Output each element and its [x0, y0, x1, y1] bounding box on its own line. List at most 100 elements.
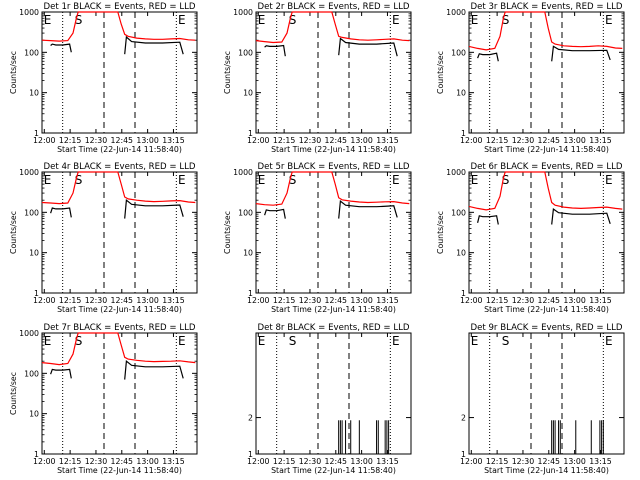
marker-s: S: [75, 173, 83, 187]
events-black-segment: [50, 43, 72, 53]
x-tick-label: 13:00: [136, 136, 159, 145]
x-tick-label: 13:00: [350, 457, 373, 466]
marker-e: E: [44, 334, 52, 348]
chart-title: Det 8r BLACK = Events, RED = LLD: [257, 323, 409, 333]
y-tick-label: 100: [238, 48, 253, 57]
x-tick-label: 12:15: [273, 457, 296, 466]
x-tick-label: 12:00: [247, 136, 270, 145]
x-tick-label: 12:00: [460, 296, 483, 305]
events-black-segment: [477, 215, 499, 225]
x-tick-label: 13:00: [563, 296, 586, 305]
x-tick-label: 12:45: [538, 136, 561, 145]
y-tick-label: 10: [456, 249, 466, 258]
marker-e: E: [605, 173, 613, 187]
x-tick-label: 13:00: [350, 136, 373, 145]
marker-s: S: [75, 334, 83, 348]
x-tick-label: 12:00: [33, 296, 56, 305]
x-tick-label: 12:45: [325, 136, 348, 145]
x-axis-label: Start Time (22-Jun-14 11:58:40): [271, 466, 396, 475]
events-black-segment: [477, 52, 499, 62]
chart-title: Det 4r BLACK = Events, RED = LLD: [43, 162, 195, 172]
x-tick-label: 12:15: [59, 136, 82, 145]
y-tick-label: 10: [29, 89, 39, 98]
x-tick-label: 12:00: [460, 457, 483, 466]
plot-frame: [41, 171, 198, 294]
y-tick-label: 1: [248, 129, 253, 138]
y-tick-label: 100: [24, 48, 39, 57]
x-tick-label: 13:00: [563, 136, 586, 145]
x-tick-label: 13:00: [350, 296, 373, 305]
x-axis-label: Start Time (22-Jun-14 11:58:40): [271, 305, 396, 314]
x-tick-label: 12:15: [486, 457, 509, 466]
events-black-segment: [124, 35, 184, 55]
events-black-segment: [338, 199, 398, 219]
x-tick-label: 12:30: [85, 457, 108, 466]
y-tick-label: 1: [461, 450, 466, 459]
marker-s: S: [502, 173, 510, 187]
x-tick-label: 12:30: [512, 457, 535, 466]
y-tick-label: 100: [451, 208, 466, 217]
x-tick-label: 12:30: [85, 136, 108, 145]
x-tick-label: 12:45: [111, 457, 134, 466]
lld-red-curve: [255, 171, 410, 206]
events-black-segment: [124, 199, 184, 219]
x-tick-label: 12:00: [247, 457, 270, 466]
x-axis-label: Start Time (22-Jun-14 11:58:40): [484, 466, 609, 475]
marker-e: E: [258, 334, 266, 348]
marker-s: S: [289, 173, 297, 187]
chart-title: Det 7r BLACK = Events, RED = LLD: [43, 323, 195, 333]
lld-red-curve: [41, 171, 196, 205]
y-tick-label: 1: [248, 450, 253, 459]
x-axis-label: Start Time (22-Jun-14 11:58:40): [57, 466, 182, 475]
y-axis-label: Counts/sec: [9, 372, 18, 415]
x-tick-label: 13:15: [162, 296, 185, 305]
y-tick-label: 10: [243, 89, 253, 98]
x-tick-label: 13:00: [136, 296, 159, 305]
x-tick-label: 12:45: [538, 296, 561, 305]
lld-red-curve: [468, 11, 623, 51]
chart-title: Det 6r BLACK = Events, RED = LLD: [470, 162, 622, 172]
x-tick-label: 12:30: [512, 296, 535, 305]
y-tick-label: 10: [243, 249, 253, 258]
y-tick-label: 1000: [233, 8, 253, 17]
y-tick-label: 1: [461, 129, 466, 138]
x-tick-label: 12:30: [85, 296, 108, 305]
events-black-segment: [264, 208, 286, 219]
x-tick-label: 12:00: [460, 136, 483, 145]
y-tick-label: 10: [456, 89, 466, 98]
x-tick-label: 13:00: [563, 457, 586, 466]
marker-e: E: [392, 13, 400, 27]
plot-frame: [41, 332, 198, 455]
marker-e: E: [178, 173, 186, 187]
plot-frame: [468, 171, 625, 294]
plot-frame: [255, 11, 412, 134]
chart-title: Det 9r BLACK = Events, RED = LLD: [470, 323, 622, 333]
y-axis-label: Counts/sec: [9, 51, 18, 94]
lld-red-curve: [41, 332, 196, 366]
marker-e: E: [258, 13, 266, 27]
chart-panel-4: Det 4r BLACK = Events, RED = LLD 12:00 12:…: [9, 162, 198, 314]
events-black-segment: [338, 37, 398, 57]
y-tick-label: 10: [29, 410, 39, 419]
x-tick-label: 13:15: [162, 457, 185, 466]
events-black-segment: [50, 207, 72, 218]
x-tick-label: 13:15: [376, 136, 399, 145]
plot-frame: [255, 171, 412, 294]
plot-frame: [255, 332, 412, 455]
x-tick-label: 12:30: [299, 296, 322, 305]
x-axis-label: Start Time (22-Jun-14 11:58:40): [271, 145, 396, 154]
y-tick-label: 1000: [19, 8, 39, 17]
x-axis-label: Start Time (22-Jun-14 11:58:40): [57, 145, 182, 154]
x-axis-label: Start Time (22-Jun-14 11:58:40): [57, 305, 182, 314]
plot-frame: [468, 11, 625, 134]
x-tick-label: 12:30: [299, 457, 322, 466]
plot-frame: [41, 11, 198, 134]
y-axis-label: Counts/sec: [436, 211, 445, 254]
x-tick-label: 12:15: [486, 296, 509, 305]
